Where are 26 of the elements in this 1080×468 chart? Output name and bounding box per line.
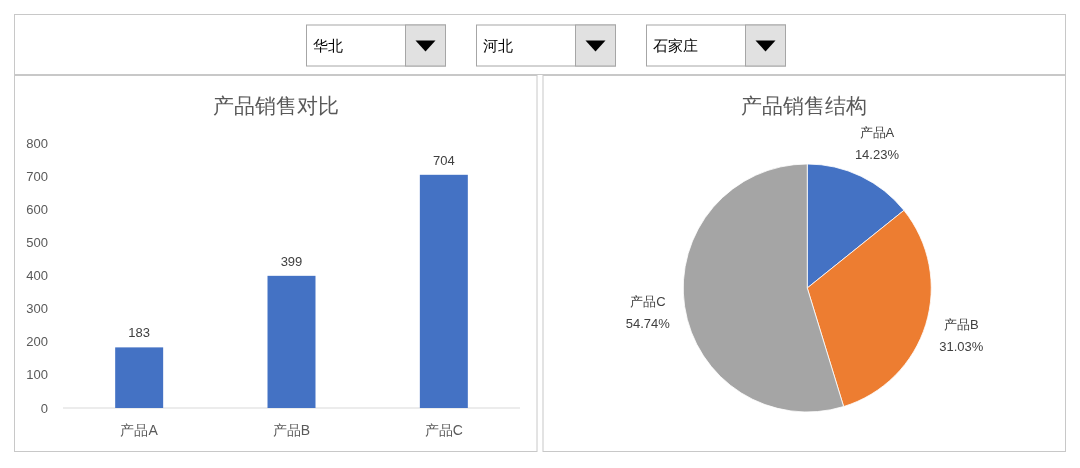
y-tick-label: 500: [26, 234, 48, 250]
data-label: 14.23%: [854, 146, 900, 162]
data-label: 704: [432, 152, 455, 168]
dropdown: 石家庄: [646, 24, 786, 67]
data-label: 399: [280, 253, 303, 269]
dropdown: 华北: [306, 24, 446, 67]
slice-label: 产品C: [630, 293, 666, 309]
slice-label: 产品B: [944, 317, 979, 333]
y-tick-label: 700: [26, 168, 48, 184]
data-label: 31.03%: [939, 339, 984, 355]
chart-title: 产品销售对比: [212, 94, 339, 117]
y-tick-label: 0: [40, 400, 48, 416]
dropdown: 河北: [476, 24, 616, 67]
y-tick-label: 100: [26, 367, 48, 383]
x-tick-label: 产品C: [424, 422, 463, 438]
x-tick-label: 产品B: [272, 422, 311, 438]
chart-title: 产品销售结构: [741, 94, 868, 117]
y-tick-label: 200: [26, 334, 48, 350]
x-tick-label: 产品A: [120, 422, 159, 438]
data-label: 54.74%: [625, 315, 671, 331]
y-tick-label: 400: [26, 268, 48, 283]
slice-label: 产品A: [859, 124, 895, 140]
data-label: 183: [128, 325, 151, 341]
y-tick-label: 300: [26, 301, 48, 317]
y-tick-label: 600: [26, 201, 48, 217]
y-tick-label: 800: [26, 135, 48, 151]
